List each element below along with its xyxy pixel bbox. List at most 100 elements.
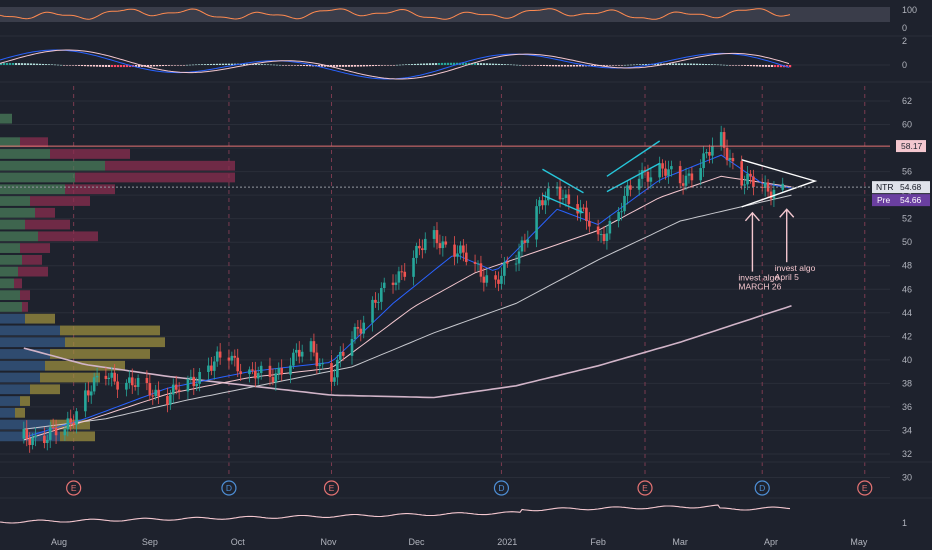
volume-profile-bar-up — [0, 290, 20, 301]
volume-profile-bar-up — [0, 149, 50, 159]
macd-histogram-bar — [438, 62, 441, 65]
macd-histogram-bar — [723, 64, 726, 66]
macd-histogram-bar — [204, 64, 207, 65]
macd-histogram-bar — [543, 65, 546, 67]
macd-histogram-bar — [624, 64, 627, 66]
macd-histogram-bar — [675, 63, 678, 65]
macd-histogram-bar — [741, 65, 744, 66]
earnings-event-marker[interactable]: E — [637, 480, 653, 496]
macd-panel[interactable]: 2 0 — [0, 36, 907, 80]
earnings-event-marker[interactable]: E — [323, 480, 340, 496]
ratio-panel[interactable]: 1 — [0, 497, 932, 528]
candle-body — [371, 299, 374, 323]
macd-histogram-bar — [726, 64, 729, 66]
macd-histogram-bar — [396, 64, 399, 66]
macd-histogram-bar — [261, 64, 264, 65]
y-tick-label: 60 — [902, 120, 912, 130]
dividend-event-marker[interactable]: D — [221, 480, 237, 496]
candle-body — [538, 200, 541, 207]
earnings-event-marker[interactable]: E — [66, 480, 82, 496]
dividend-event-marker[interactable]: D — [754, 480, 770, 496]
annotation-arrowhead — [744, 211, 760, 222]
candle-body — [359, 328, 363, 334]
macd-histogram-bar — [711, 64, 714, 65]
macd-histogram-bar — [162, 65, 165, 67]
macd-histogram-bar — [768, 65, 771, 67]
candle-body — [145, 377, 149, 384]
candle-body — [251, 369, 254, 371]
macd-histogram-bar — [264, 64, 267, 65]
candle-body — [72, 422, 75, 425]
candle-body — [189, 376, 193, 380]
candle-body — [271, 376, 275, 383]
candle-body — [215, 351, 219, 362]
rsi-panel[interactable]: 100 0 — [0, 5, 917, 33]
premarket-label: Pre — [877, 195, 891, 205]
macd-histogram-bar — [411, 64, 414, 65]
volume-profile-bar-up — [0, 407, 15, 418]
y-tick-label: 30 — [902, 473, 912, 483]
ema-mid-line — [23, 175, 792, 441]
x-axis: Aug Sep Oct Nov Dec 2021 Feb Mar Apr May — [51, 537, 868, 547]
macd-histogram-bar — [348, 65, 351, 67]
candle-body — [113, 372, 116, 382]
candle-body — [309, 341, 313, 352]
volume-profile-bar-up — [0, 231, 38, 242]
candle-body — [626, 185, 629, 196]
macd-histogram-bar — [702, 63, 705, 65]
macd-histogram-bar — [105, 65, 108, 67]
candle-body — [45, 439, 49, 444]
macd-histogram-bar — [522, 65, 525, 66]
macd-histogram-bar — [705, 63, 708, 65]
candle-body — [151, 395, 155, 397]
event-label: D — [498, 483, 504, 493]
macd-histogram-bar — [516, 64, 519, 66]
macd-histogram-bar — [216, 63, 219, 65]
macd-histogram-bar — [558, 65, 561, 67]
candle-body — [421, 248, 424, 251]
candle-body — [456, 253, 459, 257]
macd-histogram-bar — [615, 65, 618, 66]
candle-body — [561, 198, 565, 200]
macd-histogram-bar — [72, 65, 75, 66]
volume-profile-bar-down — [30, 384, 60, 395]
macd-histogram-bar — [579, 65, 582, 67]
volume-profile-bar-up — [0, 372, 40, 383]
macd-histogram-bar — [117, 65, 120, 68]
dividend-event-marker[interactable]: D — [493, 480, 510, 496]
macd-histogram-bar — [222, 63, 225, 65]
macd-histogram-bar — [618, 65, 621, 66]
macd-tick-2: 2 — [902, 36, 907, 46]
macd-histogram-bar — [195, 64, 198, 66]
candle-body — [110, 372, 114, 378]
volume-profile-bar-down — [60, 325, 160, 336]
macd-histogram-bar — [363, 65, 366, 67]
macd-histogram-bar — [606, 65, 609, 66]
earnings-event-marker[interactable]: E — [857, 480, 873, 496]
macd-histogram-bar — [228, 63, 231, 65]
candle-body — [497, 279, 500, 284]
macd-histogram-bar — [483, 63, 486, 65]
candle-body — [602, 234, 606, 241]
macd-histogram-bar — [744, 65, 747, 66]
candle-body — [130, 377, 134, 386]
macd-histogram-bar — [288, 65, 291, 66]
macd-histogram-bar — [102, 65, 105, 67]
macd-histogram-bar — [774, 65, 777, 68]
macd-histogram-bar — [255, 63, 258, 65]
candle-body — [210, 365, 213, 371]
macd-histogram-bar — [549, 65, 552, 67]
macd-histogram-bar — [45, 64, 48, 65]
macd-histogram-bar — [123, 65, 126, 68]
x-tick-label: Dec — [408, 537, 425, 547]
last-price-value: 54.68 — [900, 182, 922, 192]
x-tick-label: Sep — [142, 537, 158, 547]
macd-histogram-bar — [645, 64, 648, 65]
volume-profile-bar-down — [25, 313, 55, 324]
candle-body — [743, 184, 746, 186]
macd-histogram-bar — [513, 64, 516, 66]
candle-body — [464, 252, 468, 262]
